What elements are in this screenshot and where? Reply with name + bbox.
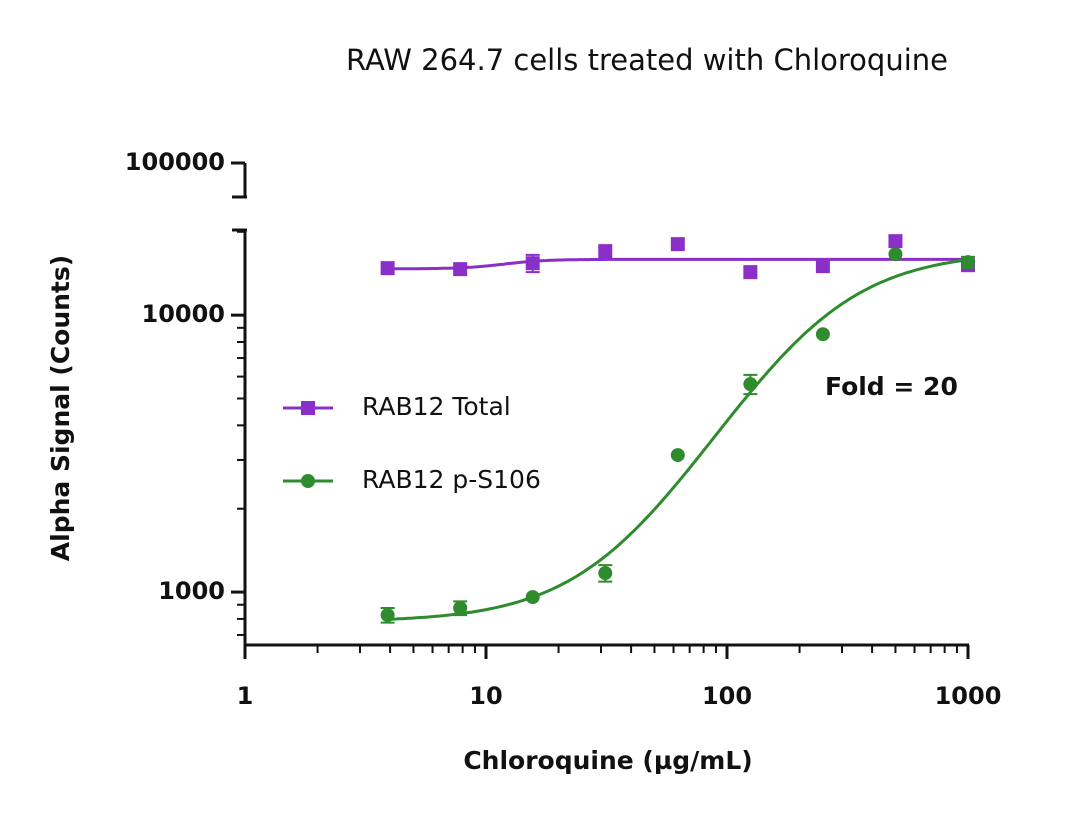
x-tick-label: 10 (469, 682, 502, 710)
point (453, 262, 468, 277)
point (525, 590, 540, 605)
point (670, 448, 685, 463)
y-tick-label: 10000 (142, 300, 226, 328)
point (743, 265, 758, 280)
point (598, 244, 613, 259)
point (961, 255, 975, 270)
x-tick-label: 1000 (935, 682, 1002, 710)
x-axis-label: Chloroquine (µg/mL) (463, 746, 752, 775)
y-axis-label: Alpha Signal (Counts) (46, 255, 75, 561)
legend-label: RAB12 Total (362, 392, 511, 421)
y-tick-label: 1000 (158, 577, 225, 605)
point (888, 247, 903, 262)
x-tick-label: 1 (237, 682, 254, 710)
fit-curve (387, 257, 968, 271)
point (453, 600, 468, 615)
legend-marker (301, 401, 315, 415)
point (380, 261, 395, 276)
chart-title: RAW 264.7 cells treated with Chloroquine (346, 43, 948, 77)
x-tick-label: 100 (702, 682, 752, 710)
point (380, 608, 395, 623)
point (815, 327, 830, 342)
legend-label: RAB12 p-S106 (362, 465, 541, 494)
point (815, 259, 830, 274)
point (888, 234, 903, 249)
point (670, 237, 685, 252)
point (525, 256, 540, 271)
y-tick-label: 100000 (125, 148, 225, 176)
fit-curve (387, 258, 969, 621)
point (743, 377, 758, 392)
point (598, 566, 613, 581)
annotation: Fold = 20 (825, 372, 958, 401)
legend-marker (301, 474, 315, 488)
